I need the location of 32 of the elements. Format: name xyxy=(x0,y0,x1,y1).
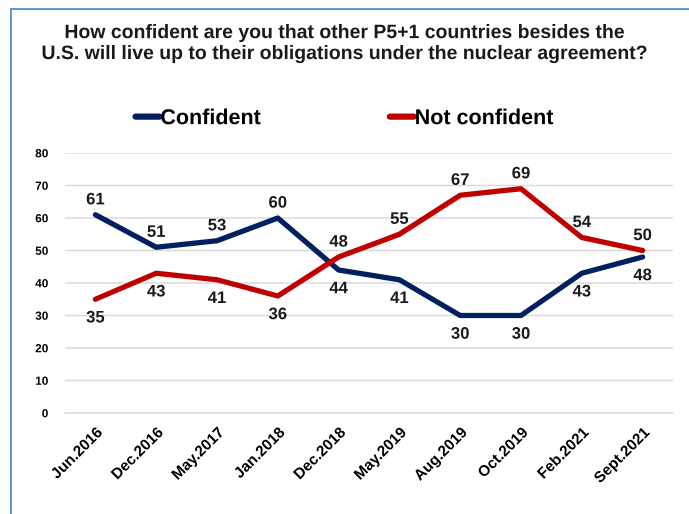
y-tick-label: 50 xyxy=(36,246,48,255)
data-label: 69 xyxy=(512,166,530,179)
y-tick-label: 30 xyxy=(35,312,48,320)
data-label: 36 xyxy=(268,308,286,320)
y-tick-label: 0 xyxy=(42,409,48,418)
data-label: 61 xyxy=(86,192,104,205)
chart-title: How confident are you that other P5+1 countries besides the U.S. will live up to their obligations under the nuclear agreement? xyxy=(42,24,646,64)
y-tick-label: 80 xyxy=(36,149,48,158)
data-label: 44 xyxy=(330,282,348,294)
data-label: 41 xyxy=(208,291,226,303)
data-label: 48 xyxy=(634,268,652,280)
data-label: 35 xyxy=(86,310,104,323)
data-label: 43 xyxy=(572,284,590,297)
data-label: 41 xyxy=(390,291,408,303)
y-tick-label: 70 xyxy=(36,182,48,190)
legend-label: Not confident xyxy=(416,108,554,124)
data-label: 54 xyxy=(573,216,591,228)
data-label: 30 xyxy=(512,327,530,339)
y-tick-label: 10 xyxy=(36,376,48,385)
data-label: 55 xyxy=(390,212,408,224)
data-label: 51 xyxy=(147,225,166,238)
y-tick-label: 20 xyxy=(36,344,48,352)
data-label: 30 xyxy=(451,327,469,339)
data-label: 60 xyxy=(269,196,286,208)
data-label: 53 xyxy=(208,218,226,231)
data-label: 50 xyxy=(634,228,652,240)
y-tick-label: 60 xyxy=(36,214,48,222)
data-label: 48 xyxy=(330,234,348,247)
data-label: 67 xyxy=(452,173,469,186)
y-tick-label: 40 xyxy=(35,279,48,288)
legend-label: Confident xyxy=(161,108,261,124)
data-label: 43 xyxy=(147,284,165,297)
